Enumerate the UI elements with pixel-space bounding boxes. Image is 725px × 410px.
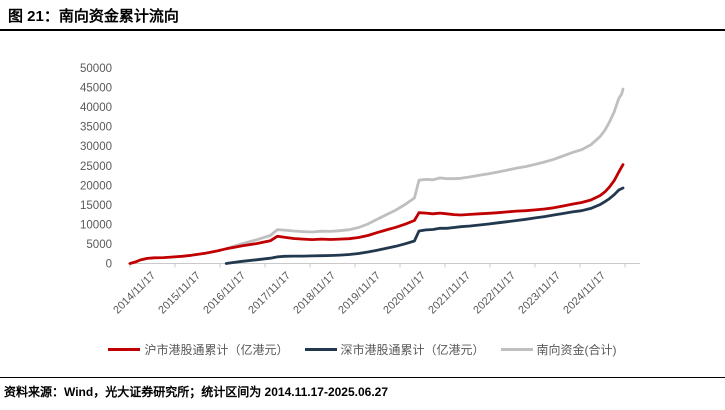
- x-axis-label: 2020/11/17: [381, 270, 428, 317]
- figure-title: 图 21：南向资金累计流向: [8, 8, 179, 25]
- x-axis-label: 2015/11/17: [156, 270, 203, 317]
- title-divider: [0, 29, 725, 31]
- y-axis-label: 35000: [80, 122, 112, 134]
- chart-canvas: 0 5000 10000 15000 20000 25000 30000 35000 40000…: [80, 63, 640, 317]
- x-axis-label: 2024/11/17: [561, 270, 608, 317]
- footer-divider: [0, 377, 725, 378]
- chart-legend: 沪市港股通累计（亿港元） 深市港股通累计（亿港元） 南向资金(合计): [0, 341, 725, 358]
- legend-label: 深市港股通累计（亿港元）: [340, 343, 485, 357]
- x-axis-label: 2018/11/17: [291, 270, 338, 317]
- y-axis-label: 5000: [86, 239, 112, 251]
- line-swatch-icon: [304, 348, 337, 351]
- y-axis-label: 40000: [80, 102, 112, 114]
- series-line-0: [128, 163, 625, 265]
- series-line-1: [224, 186, 625, 265]
- y-axis-label: 10000: [80, 219, 112, 231]
- x-axis-label: 2014/11/17: [111, 270, 158, 317]
- x-axis-label: 2023/11/17: [516, 270, 563, 317]
- y-axis-label: 0: [106, 259, 112, 271]
- y-axis-label: 15000: [80, 200, 112, 212]
- x-axis-label: 2019/11/17: [336, 270, 383, 317]
- series-line-2: [224, 87, 625, 251]
- x-axis-label: 2016/11/17: [201, 270, 248, 317]
- y-axis-label: 30000: [80, 141, 112, 153]
- x-axis-label: 2021/11/17: [426, 270, 473, 317]
- legend-label: 沪市港股通累计（亿港元）: [144, 343, 289, 357]
- legend-item-shenzhen-connect: 深市港股通累计（亿港元）: [304, 341, 485, 358]
- line-swatch-icon: [500, 348, 533, 351]
- x-axis-label: 2017/11/17: [246, 270, 293, 317]
- legend-label: 南向资金(合计): [536, 343, 617, 357]
- legend-item-shanghai-connect: 沪市港股通累计（亿港元）: [108, 341, 289, 358]
- legend-item-southbound-total: 南向资金(合计): [500, 341, 617, 358]
- x-axis-label: 2022/11/17: [471, 270, 518, 317]
- y-axis-label: 20000: [80, 180, 112, 192]
- source-note: 资料来源：Wind，光大证券研究所；统计区间为 2014.11.17-2025.…: [4, 385, 389, 399]
- y-axis-label: 50000: [80, 63, 112, 75]
- line-swatch-icon: [108, 348, 141, 351]
- y-axis-label: 25000: [80, 161, 112, 173]
- y-axis-label: 45000: [80, 83, 112, 95]
